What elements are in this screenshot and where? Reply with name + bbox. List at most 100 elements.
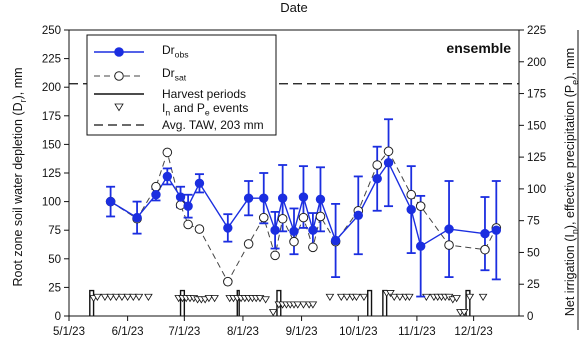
panel-label: ensemble <box>446 40 511 56</box>
dr-obs-point <box>223 223 233 233</box>
dr-sat-point <box>277 213 288 224</box>
event-marker <box>342 293 352 301</box>
event-marker <box>336 293 346 301</box>
x-tick-label: 12/1/23 <box>454 326 492 338</box>
dr-obs-point <box>162 171 173 182</box>
y-left-tick-label: 100 <box>42 197 61 209</box>
dr-obs-point <box>183 201 193 211</box>
event-marker <box>478 293 488 301</box>
event-marker <box>389 293 399 301</box>
dr-obs-point <box>277 193 288 203</box>
event-marker <box>106 293 115 301</box>
dr-obs-point <box>444 224 454 234</box>
dr-sat-point <box>444 240 454 250</box>
event-marker <box>117 293 127 301</box>
dr-obs-point <box>353 210 363 221</box>
dr-sat-point <box>162 147 173 158</box>
legend-dr-sat-label: Drsat​ <box>162 66 187 83</box>
event-marker <box>134 293 144 301</box>
legend-dr-obs-marker <box>114 47 124 57</box>
x-tick-label: 8/1/23 <box>227 326 259 338</box>
dr-sat-point <box>183 219 193 230</box>
y-right-axis-label: Net irrigation (In​), effective precipit… <box>563 48 580 316</box>
harvest-period-4 <box>367 289 373 316</box>
y-right-tick-label: 100 <box>527 184 546 196</box>
y-right-tick-label: 25 <box>527 279 540 291</box>
dr-sat-point <box>223 276 233 287</box>
y-left-tick-label: 25 <box>48 282 61 294</box>
event-marker <box>123 293 132 301</box>
dr-obs-point <box>105 196 116 207</box>
dr-obs-point <box>151 190 161 200</box>
y-left-tick-label: 75 <box>48 225 61 237</box>
event-marker <box>325 293 335 301</box>
dr-obs-point <box>480 228 490 239</box>
event-marker <box>111 293 121 301</box>
y-left-tick-label: 250 <box>42 25 61 37</box>
harvest-period-0 <box>89 289 95 316</box>
dr-obs-point <box>330 235 341 246</box>
event-marker <box>405 293 414 301</box>
event-marker <box>359 293 369 301</box>
event-marker <box>144 293 153 301</box>
event-marker <box>128 293 138 301</box>
event-marker <box>93 293 102 301</box>
dr-obs-point <box>132 212 142 223</box>
event-marker <box>100 293 110 301</box>
y-right-tick-label: 75 <box>527 216 540 228</box>
x-tick-label: 6/1/23 <box>112 326 144 338</box>
event-marker <box>459 309 469 317</box>
dr-obs-point <box>315 194 326 205</box>
y-right-tick-label: 50 <box>527 247 540 259</box>
dr-sat-point <box>289 236 299 247</box>
event-marker <box>352 293 361 301</box>
dr-obs-point <box>259 193 269 203</box>
x-tick-label: 5/1/23 <box>53 326 85 338</box>
dr-obs-point <box>289 226 299 237</box>
dr-obs-point <box>308 225 318 235</box>
legend-event-marker <box>114 103 124 112</box>
y-left-tick-label: 150 <box>42 139 61 151</box>
y-right-tick-label: 0 <box>527 311 533 323</box>
dr-obs-point <box>491 225 502 235</box>
dr-sat-point <box>406 189 417 200</box>
dr-sat-point <box>194 224 205 234</box>
dr-obs-point <box>175 192 186 202</box>
y-left-axis-label: Root zone soil water depletion (Dr​), mm <box>11 67 28 286</box>
event-marker <box>210 295 219 303</box>
event-marker <box>204 295 214 303</box>
event-marker <box>465 293 475 301</box>
dr-sat-point <box>243 239 254 249</box>
legend-dr-obs-label: Drobs​ <box>162 43 189 60</box>
dr-obs-point <box>383 158 394 168</box>
event-marker <box>268 309 278 317</box>
top-axis-label: Date <box>280 0 307 15</box>
legend-events-label: In​ and Pe​ events <box>162 101 248 118</box>
dr-obs-point <box>372 174 382 184</box>
event-marker <box>308 301 318 309</box>
event-marker <box>261 296 270 304</box>
dr-obs-point <box>415 241 426 251</box>
harvest-period-2 <box>236 289 240 316</box>
dr-sat-point <box>258 212 269 223</box>
dr-sat-point <box>298 212 309 223</box>
y-right-tick-label: 175 <box>527 89 546 101</box>
x-tick-label: 10/1/23 <box>339 326 377 338</box>
y-right-tick-label: 150 <box>527 120 546 132</box>
dr-obs-point <box>194 178 205 188</box>
event-marker <box>293 301 303 309</box>
y-left-tick-label: 0 <box>55 311 61 323</box>
dr-obs-point <box>243 193 254 203</box>
event-marker <box>395 293 405 301</box>
dr-sat-point <box>372 160 382 170</box>
y-right-tick-label: 225 <box>527 25 546 37</box>
dr-sat-point <box>315 211 326 222</box>
legend-dr-sat-marker <box>114 71 124 81</box>
dr-sat-point <box>151 181 161 192</box>
dr-obs-point <box>298 192 309 202</box>
y-left-tick-label: 125 <box>42 168 61 180</box>
dr-obs-point <box>406 204 416 215</box>
event-marker <box>452 295 461 303</box>
event-marker <box>386 290 395 298</box>
